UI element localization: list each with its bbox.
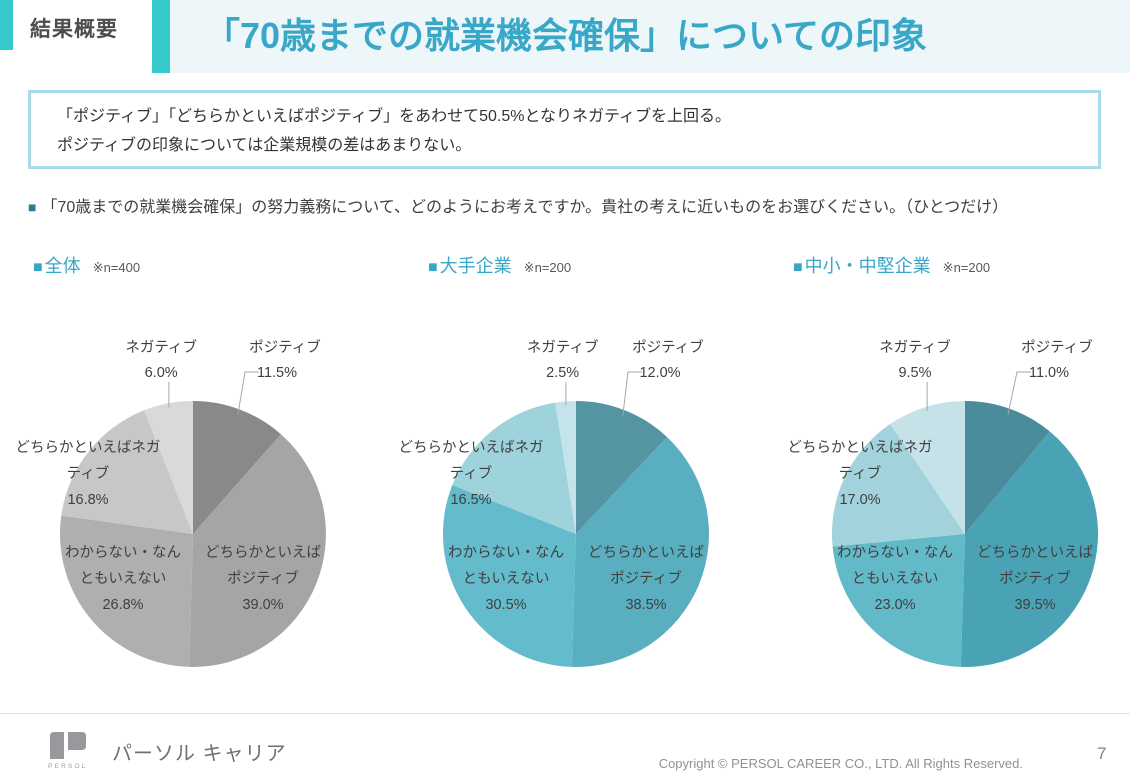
chart-header-bullet-icon: ■ <box>793 259 803 276</box>
slice-label: どちらかといえば <box>588 544 704 561</box>
slice-value: 6.0% <box>145 365 178 381</box>
pie-chart-overall: ポジティブ 11.5% どちらかといえば ポジティブ 39.0% わからない・なん ともいえ… <box>15 325 385 675</box>
question-text: 「70歳までの就業機会確保」の努力義務について、どのようにお考えですか。貴社の考… <box>41 199 1009 216</box>
title-panel: 「70歳までの就業機会確保」についての印象 <box>170 0 1130 73</box>
chart-header-sme: ■ 中小・中堅企業 ※n=200 <box>793 252 990 278</box>
slice-value: 11.5% <box>257 365 297 381</box>
question-bullet-icon: ■ <box>28 199 37 215</box>
slice-label: ポジティブ <box>632 338 704 356</box>
slice-label: ポジティブ <box>249 338 321 356</box>
slice-label: わからない・なん <box>65 544 181 561</box>
pie-slice-5 <box>555 400 576 534</box>
pie-svg: ポジティブ11.5%どちらかといえばポジティブ39.0%わからない・なんともいえ… <box>16 338 326 667</box>
slice-label: ポジティブ <box>999 569 1071 587</box>
footer-divider <box>0 713 1130 714</box>
pie-chart-sme: ポジティブ 11.0% どちらかといえば ポジティブ 39.5% わからない・なん ともいえ… <box>787 325 1130 675</box>
slice-label: ティブ <box>67 464 110 482</box>
slice-label: ともいえない <box>80 570 167 587</box>
slice-label: どちらかといえば <box>977 544 1093 561</box>
pie-svg: ポジティブ12.0%どちらかといえばポジティブ38.5%わからない・なんともいえ… <box>399 338 709 667</box>
pie-slice-2 <box>960 431 1099 667</box>
pie-slice-3 <box>60 515 193 667</box>
slice-label: ティブ <box>839 464 882 482</box>
pie-slice-1 <box>576 401 667 534</box>
slice-label: ネガティブ <box>879 338 951 356</box>
slice-value: 12.0% <box>639 365 680 381</box>
chart-header-large-companies: ■ 大手企業 ※n=200 <box>428 252 571 278</box>
chart-header-overall: ■ 全体 ※n=400 <box>33 252 140 278</box>
brand-name: パーソル キャリア <box>112 743 287 765</box>
slice-label: ネガティブ <box>125 338 197 356</box>
slice-value: 30.5% <box>485 597 526 613</box>
slice-label: ティブ <box>450 464 493 482</box>
sample-size-label: ※n=200 <box>942 260 991 275</box>
chart-title: 中小・中堅企業 <box>804 256 931 276</box>
chart-header-bullet-icon: ■ <box>428 259 438 276</box>
summary-line-2: ポジティブの印象については企業規模の差はあまりない。 <box>57 137 472 154</box>
chart-header-bullet-icon: ■ <box>33 259 43 276</box>
slice-value: 38.5% <box>625 597 666 613</box>
pie-svg: ポジティブ11.0%どちらかといえばポジティブ39.5%わからない・なんともいえ… <box>788 338 1099 667</box>
slice-value: 39.5% <box>1014 597 1055 613</box>
slice-value: 16.5% <box>450 492 491 508</box>
pie-slice-5 <box>144 401 193 534</box>
slice-label: ポジティブ <box>1021 338 1093 356</box>
slice-value: 11.0% <box>1029 365 1069 381</box>
slice-label: ともいえない <box>852 570 939 587</box>
copyright-text: Copyright © PERSOL CAREER CO., LTD. All … <box>658 756 1023 771</box>
slice-label: どちらかといえばネガ <box>399 439 544 456</box>
slice-value: 16.8% <box>67 492 108 508</box>
chart-title: 全体 <box>44 256 81 276</box>
pie-slice-3 <box>832 534 965 667</box>
pie-slice-4 <box>452 402 576 534</box>
pie-slice-3 <box>442 485 576 667</box>
pie-slice-4 <box>61 410 193 534</box>
summary-line-1: 「ポジティブ」「どちらかといえばポジティブ」をあわせて50.5%となりネガティブ… <box>57 108 732 125</box>
page-title: 「70歳までの就業機会確保」についての印象 <box>204 15 927 56</box>
slice-value: 2.5% <box>546 365 579 381</box>
page-number: 7 <box>1097 744 1107 763</box>
slice-label: ともいえない <box>463 570 550 587</box>
slice-label: どちらかといえばネガ <box>16 439 161 456</box>
pie-slice-4 <box>832 424 965 547</box>
slice-label: どちらかといえば <box>205 544 321 561</box>
slice-value: 26.8% <box>102 597 143 613</box>
persol-logo: PERSOL <box>46 732 102 775</box>
slice-label: ポジティブ <box>610 569 682 587</box>
persol-logo-icon: PERSOL <box>48 732 88 770</box>
persol-logo-text: PERSOL <box>48 763 88 770</box>
slice-value: 17.0% <box>839 492 880 508</box>
leader-line <box>1007 371 1031 415</box>
leader-line <box>237 371 259 416</box>
left-edge-accent-bar <box>0 0 13 50</box>
section-tag: 結果概要 <box>30 18 118 41</box>
slice-value: 9.5% <box>898 365 931 381</box>
slice-label: わからない・なん <box>448 544 564 561</box>
leader-line <box>622 371 642 416</box>
pie-slice-5 <box>890 401 965 534</box>
pie-slice-2 <box>189 434 326 667</box>
slice-label: わからない・なん <box>837 544 953 561</box>
title-accent-bar <box>152 0 170 73</box>
slice-label: ネガティブ <box>527 338 599 356</box>
pie-slice-1 <box>965 401 1050 534</box>
sample-size-label: ※n=200 <box>523 260 572 275</box>
sample-size-label: ※n=400 <box>92 260 141 275</box>
slice-label: ポジティブ <box>227 569 299 587</box>
slice-value: 23.0% <box>874 597 915 613</box>
pie-slice-2 <box>571 437 709 667</box>
survey-question: ■ 「70歳までの就業機会確保」の努力義務について、どのようにお考えですか。貴社の… <box>28 193 1008 217</box>
slice-label: どちらかといえばネガ <box>788 439 933 456</box>
pie-slice-1 <box>193 401 281 534</box>
slice-value: 39.0% <box>242 597 283 613</box>
pie-chart-large-companies: ポジティブ 12.0% どちらかといえば ポジティブ 38.5% わからない・なん ともいえ… <box>398 325 768 675</box>
summary-box: 「ポジティブ」「どちらかといえばポジティブ」をあわせて50.5%となりネガティブ… <box>28 90 1101 169</box>
chart-title: 大手企業 <box>439 256 512 276</box>
